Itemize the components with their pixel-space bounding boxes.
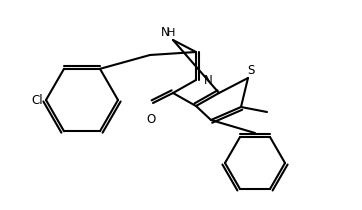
Text: N: N: [204, 74, 213, 87]
Text: N: N: [161, 25, 169, 38]
Text: Cl: Cl: [31, 93, 43, 106]
Text: O: O: [146, 113, 156, 126]
Text: S: S: [247, 63, 255, 76]
Text: H: H: [167, 28, 175, 38]
